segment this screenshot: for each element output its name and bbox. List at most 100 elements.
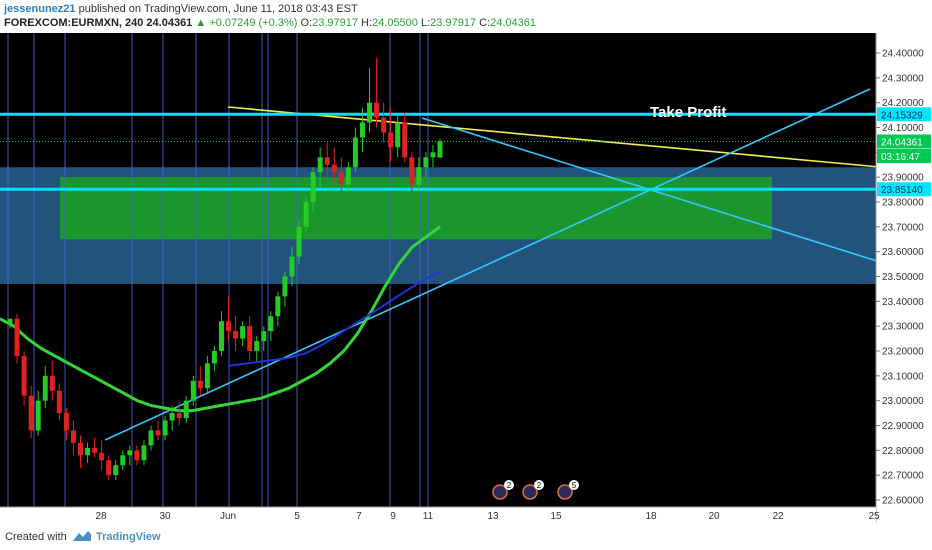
candle[interactable] xyxy=(247,326,253,351)
candle[interactable] xyxy=(289,256,295,277)
candle[interactable] xyxy=(359,122,365,138)
price-label: 24.15329 xyxy=(881,110,923,121)
candle[interactable] xyxy=(402,122,408,158)
last-price: 24.04361 xyxy=(146,17,193,29)
chart-header: jessenunez21 published on TradingView.co… xyxy=(0,0,932,33)
candle[interactable] xyxy=(77,442,83,456)
candle[interactable] xyxy=(233,331,239,339)
candle[interactable] xyxy=(7,318,13,324)
price-tick-label: 23.70000 xyxy=(882,222,924,233)
candle[interactable] xyxy=(49,375,55,391)
candle[interactable] xyxy=(240,326,246,339)
tradingview-logo-icon xyxy=(73,531,91,541)
candle[interactable] xyxy=(28,395,34,431)
candle[interactable] xyxy=(211,351,217,364)
candle[interactable] xyxy=(63,413,69,431)
candle[interactable] xyxy=(85,447,91,456)
price-label-box xyxy=(877,134,931,149)
candle[interactable] xyxy=(374,102,380,118)
time-tick-label: 25 xyxy=(868,511,880,522)
candle[interactable] xyxy=(338,172,344,185)
price-tick-label: 23.50000 xyxy=(882,272,924,283)
candle[interactable] xyxy=(113,465,119,476)
candle[interactable] xyxy=(317,157,323,173)
candle[interactable] xyxy=(70,430,76,443)
candle[interactable] xyxy=(204,363,210,389)
price-label: 03:16:47 xyxy=(881,152,920,163)
published-text: published on TradingView.com, June 11, 2… xyxy=(78,3,358,15)
close-value: 24.04361 xyxy=(490,17,537,29)
candle[interactable] xyxy=(141,445,147,461)
candle[interactable] xyxy=(430,152,436,158)
yellow-trendline[interactable] xyxy=(227,106,881,168)
candle[interactable] xyxy=(183,400,189,419)
chart-canvas[interactable]: 225 24.4000024.3000024.2000024.1000024.0… xyxy=(0,33,932,523)
time-tick-label: 15 xyxy=(550,511,562,522)
candle[interactable] xyxy=(134,450,140,461)
time-axis[interactable] xyxy=(0,507,876,523)
price-label: 23.85140 xyxy=(881,185,923,196)
candle[interactable] xyxy=(282,276,288,297)
candle[interactable] xyxy=(261,331,267,342)
time-tick-label: 7 xyxy=(356,511,362,522)
candle[interactable] xyxy=(35,400,41,431)
time-tick-label: 9 xyxy=(390,511,396,522)
candle[interactable] xyxy=(99,452,105,461)
price-chart[interactable]: 225 24.4000024.3000024.2000024.1000024.0… xyxy=(0,33,932,523)
candle[interactable] xyxy=(106,460,112,476)
candle[interactable] xyxy=(254,341,260,351)
blue-moving-average xyxy=(227,270,441,367)
candle[interactable] xyxy=(92,447,98,453)
price-tick-label: 24.30000 xyxy=(882,73,924,84)
candle[interactable] xyxy=(352,137,358,168)
candle[interactable] xyxy=(310,172,316,202)
price-label-box xyxy=(877,182,931,197)
event-badge-icon[interactable] xyxy=(522,484,538,500)
candle[interactable] xyxy=(190,380,196,401)
candle[interactable] xyxy=(14,318,20,356)
tradingview-brand-link[interactable]: TradingView xyxy=(96,531,161,543)
candle[interactable] xyxy=(226,321,232,332)
candle[interactable] xyxy=(416,167,422,185)
candle[interactable] xyxy=(381,117,387,133)
candle[interactable] xyxy=(56,390,62,414)
candle[interactable] xyxy=(367,102,373,123)
rising-trendline[interactable] xyxy=(104,88,871,441)
green-zone xyxy=(60,177,772,240)
candle[interactable] xyxy=(42,375,48,401)
symbol-label: FOREXCOM:EURMXN, 240 xyxy=(4,17,144,29)
candle[interactable] xyxy=(218,321,224,351)
candle[interactable] xyxy=(345,167,351,185)
candle[interactable] xyxy=(176,413,182,419)
candle[interactable] xyxy=(331,164,337,173)
candle[interactable] xyxy=(127,450,133,456)
candle[interactable] xyxy=(197,380,203,389)
candle[interactable] xyxy=(155,430,161,436)
candle[interactable] xyxy=(169,413,175,421)
candle[interactable] xyxy=(162,420,168,436)
author-link[interactable]: jessenunez21 xyxy=(4,3,76,15)
candle[interactable] xyxy=(275,296,281,317)
price-tick-label: 22.80000 xyxy=(882,446,924,457)
low-value: 23.97917 xyxy=(430,17,477,29)
candle[interactable] xyxy=(388,132,394,148)
candle[interactable] xyxy=(148,430,154,446)
low-label: L: xyxy=(420,17,431,29)
event-badge-icon[interactable] xyxy=(557,484,573,500)
candle[interactable] xyxy=(437,141,443,158)
candle[interactable] xyxy=(324,157,330,165)
candle[interactable] xyxy=(296,226,302,257)
candle[interactable] xyxy=(268,316,274,332)
event-count-bubble xyxy=(569,480,579,490)
event-badge-icon[interactable] xyxy=(492,484,508,500)
candle[interactable] xyxy=(395,122,401,148)
price-tick-label: 22.70000 xyxy=(882,471,924,482)
candle[interactable] xyxy=(120,455,126,466)
high-value: 24.05500 xyxy=(372,17,418,29)
price-tick-label: 22.90000 xyxy=(882,421,924,432)
candle[interactable] xyxy=(423,157,429,168)
candle[interactable] xyxy=(409,157,415,185)
candle[interactable] xyxy=(303,202,309,227)
candle[interactable] xyxy=(21,355,27,396)
event-count: 2 xyxy=(537,481,542,490)
